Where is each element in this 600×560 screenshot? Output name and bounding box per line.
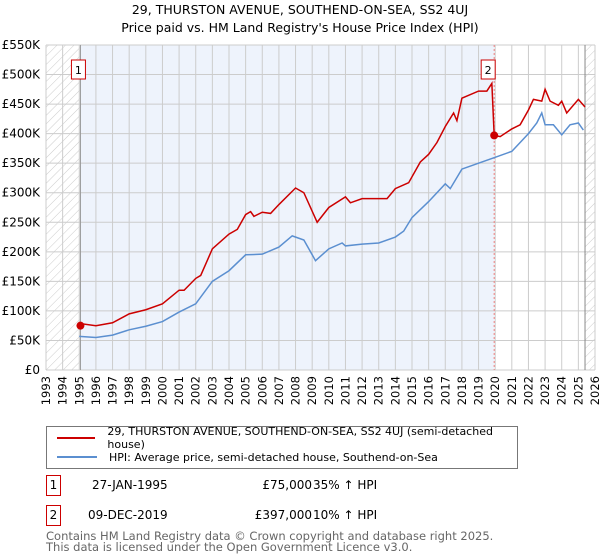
legend-hpi-swatch bbox=[57, 456, 97, 458]
x-tick-label: 2026 bbox=[588, 376, 600, 405]
legend-property-swatch bbox=[57, 437, 96, 439]
x-tick-label: 1996 bbox=[89, 376, 103, 405]
x-tick-label: 1997 bbox=[106, 376, 120, 405]
sale-marker-label-1: 1 bbox=[75, 64, 82, 77]
x-tick-label: 1999 bbox=[139, 376, 153, 405]
chart-title: 29, THURSTON AVENUE, SOUTHEND-ON-SEA, SS… bbox=[131, 2, 469, 17]
x-tick-label: 2004 bbox=[222, 376, 236, 405]
no-data-hatch bbox=[585, 45, 595, 370]
sale-marker-box-1 bbox=[70, 59, 86, 80]
x-tick-label: 2007 bbox=[272, 376, 286, 405]
x-tick-label: 2003 bbox=[205, 376, 219, 405]
transaction-date: 27-JAN-1995 bbox=[92, 478, 168, 492]
chart-subtitle: Price paid vs. HM Land Registry's House … bbox=[121, 20, 479, 35]
legend-property-label: 29, THURSTON AVENUE, SOUTHEND-ON-SEA, SS… bbox=[107, 425, 493, 451]
y-tick-label: £500K bbox=[2, 68, 42, 82]
x-tick-label: 2008 bbox=[289, 376, 303, 405]
sale-point-1 bbox=[76, 321, 85, 330]
price-chart: 1993 1994 1995 1996 1997 1998 1999 2000 2001 2002… bbox=[2, 38, 600, 405]
y-tick-label: £550K bbox=[2, 38, 42, 52]
x-tick-label: 1993 bbox=[39, 376, 53, 405]
x-tick-label: 1995 bbox=[72, 376, 86, 405]
y-tick-label: £250K bbox=[2, 215, 42, 229]
y-tick-label: £450K bbox=[2, 97, 42, 111]
transaction-price: £75,000 bbox=[262, 478, 312, 492]
x-tick-label: 2021 bbox=[505, 376, 519, 405]
x-tick-label: 2013 bbox=[372, 376, 386, 405]
x-tick-label: 2010 bbox=[322, 376, 336, 405]
y-tick-label: £0 bbox=[25, 363, 40, 377]
y-tick-label: £100K bbox=[2, 304, 42, 318]
x-tick-label: 2014 bbox=[388, 376, 402, 405]
x-tick-label: 2012 bbox=[355, 376, 369, 405]
transaction-row: 1 27-JAN-1995 £75,000 35% ↑ HPI bbox=[46, 475, 566, 497]
y-tick-label: £350K bbox=[2, 156, 42, 170]
x-tick-label: 2015 bbox=[405, 376, 419, 405]
sale-marker-label-2: 2 bbox=[485, 64, 492, 77]
footer-copyright: Contains HM Land Registry data © Crown c… bbox=[46, 529, 494, 543]
x-tick-label: 2016 bbox=[422, 376, 436, 405]
y-tick-label: £200K bbox=[2, 245, 42, 259]
owned-period-shade bbox=[80, 45, 495, 370]
x-tick-label: 2019 bbox=[472, 376, 486, 405]
sale-point-2 bbox=[490, 131, 499, 140]
x-tick-label: 2017 bbox=[438, 376, 452, 405]
legend: 29, THURSTON AVENUE, SOUTHEND-ON-SEA, SS… bbox=[46, 425, 518, 469]
no-data-hatch bbox=[46, 45, 81, 370]
legend-hpi-label: HPI: Average price, semi-detached house,… bbox=[109, 450, 438, 464]
property-price-line bbox=[79, 81, 586, 327]
transaction-hpi-diff: 10% ↑ HPI bbox=[313, 508, 378, 522]
x-tick-label: 2020 bbox=[488, 376, 502, 405]
x-tick-label: 2024 bbox=[555, 376, 569, 405]
y-tick-label: £50K bbox=[9, 333, 41, 347]
footer: Contains HM Land Registry data © Crown c… bbox=[46, 529, 494, 554]
y-tick-label: £150K bbox=[2, 274, 42, 288]
x-tick-label: 2022 bbox=[521, 376, 535, 405]
x-tick-label: 2002 bbox=[189, 376, 203, 405]
transaction-price: £397,000 bbox=[254, 508, 312, 522]
x-tick-label: 2018 bbox=[455, 376, 469, 405]
y-tick-label: £400K bbox=[2, 127, 42, 141]
transaction-row: 2 09-DEC-2019 £397,000 10% ↑ HPI bbox=[46, 505, 566, 527]
x-tick-label: 2011 bbox=[338, 376, 352, 405]
x-tick-label: 1998 bbox=[122, 376, 136, 405]
x-tick-label: 2001 bbox=[172, 376, 186, 405]
y-tick-label: £300K bbox=[2, 186, 42, 200]
footer-licence: This data is licensed under the Open Gov… bbox=[46, 540, 413, 554]
transaction-number: 2 bbox=[46, 505, 61, 526]
x-tick-label: 2000 bbox=[155, 376, 169, 405]
x-tick-label: 1994 bbox=[56, 376, 70, 405]
x-tick-label: 2009 bbox=[305, 376, 319, 405]
hpi-line bbox=[79, 110, 584, 339]
transaction-number: 1 bbox=[46, 475, 61, 496]
x-tick-label: 2005 bbox=[239, 376, 253, 405]
x-tick-label: 2006 bbox=[255, 376, 269, 405]
x-tick-label: 2025 bbox=[571, 376, 585, 405]
x-tick-label: 2023 bbox=[538, 376, 552, 405]
sale-marker-box-2 bbox=[480, 59, 496, 80]
transaction-hpi-diff: 35% ↑ HPI bbox=[313, 478, 378, 492]
transaction-date: 09-DEC-2019 bbox=[88, 508, 168, 522]
